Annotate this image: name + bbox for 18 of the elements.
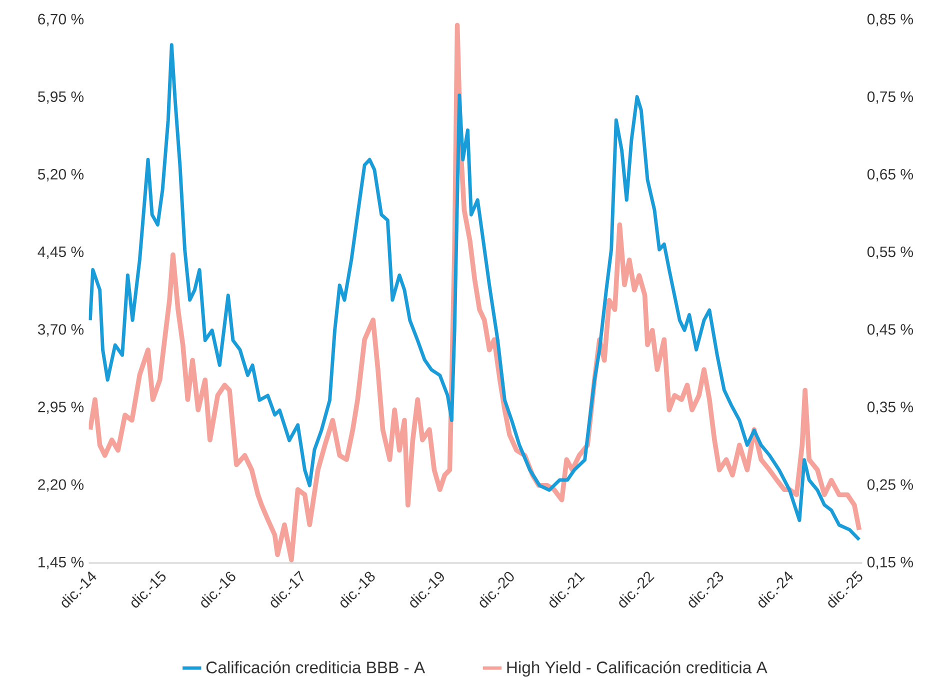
legend-label: Calificación crediticia BBB - A <box>206 661 426 674</box>
y2-tick-label: 0,25 % <box>867 479 913 492</box>
y2-tick-label: 0,85 % <box>867 14 913 26</box>
y-tick-label: 5,95 % <box>38 92 84 104</box>
y2-tick-label: 0,35 % <box>867 402 913 414</box>
y2-tick-label: 0,65 % <box>867 169 913 182</box>
y2-tick-label: 0,15 % <box>867 557 913 570</box>
y2-tick-label: 0,55 % <box>867 246 913 260</box>
y-tick-label: 3,70 % <box>38 324 84 337</box>
y-tick-label: 6,70 % <box>38 14 84 26</box>
y-tick-label: 4,45 % <box>38 246 84 260</box>
y2-tick-label: 0,45 % <box>867 324 913 337</box>
y-tick-label: 1,45 % <box>38 557 84 570</box>
y2-tick-label: 0,75 % <box>867 92 913 104</box>
y-tick-label: 5,20 % <box>38 169 84 182</box>
legend-label: High Yield - Calificación crediticia A <box>507 661 768 677</box>
y-tick-label: 2,95 % <box>38 402 84 414</box>
y-tick-label: 2,20 % <box>38 479 84 492</box>
